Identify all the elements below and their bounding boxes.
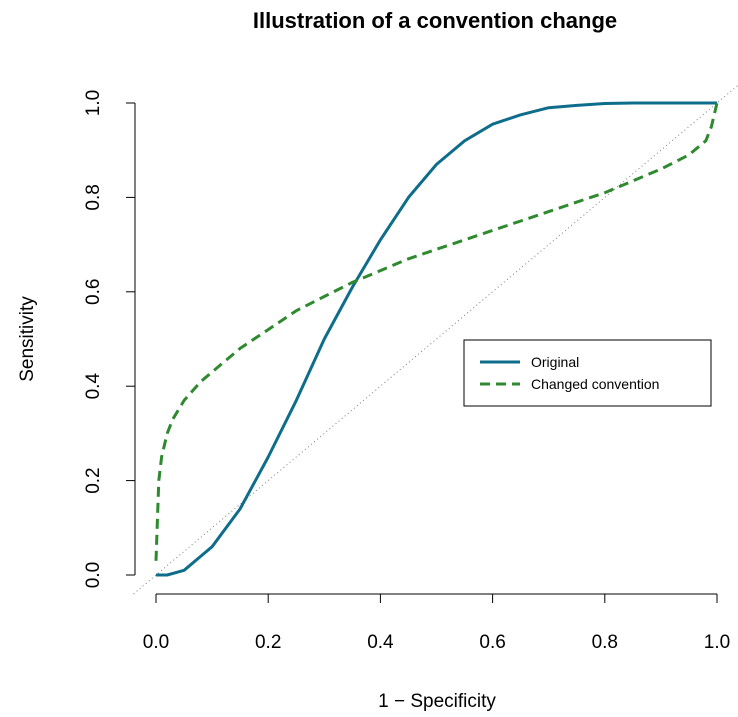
y-tick-label: 1.0 <box>83 90 104 116</box>
plot-lines <box>133 84 738 595</box>
x-tick-label: 0.6 <box>479 632 505 653</box>
x-tick-label: 0.0 <box>143 632 169 653</box>
y-tick-label: 0.2 <box>83 467 104 493</box>
y-axis-label: Sensitivity <box>17 296 38 382</box>
x-tick-label: 0.4 <box>367 632 394 653</box>
y-tick-label: 0.6 <box>83 279 104 305</box>
legend-box <box>463 339 712 407</box>
legend-label-original: Original <box>531 354 579 370</box>
x-tick-label: 1.0 <box>704 632 730 653</box>
x-tick-label: 0.2 <box>255 632 281 653</box>
y-tick-label: 0.8 <box>83 184 104 210</box>
legend-label-changed-convention: Changed convention <box>531 376 659 392</box>
x-axis-label: 1 − Specificity <box>378 691 496 712</box>
series-line-changed-convention <box>154 102 719 561</box>
y-axis: 0.0 0.2 0.4 0.6 0.8 1.0 <box>83 90 136 588</box>
x-axis: 0.0 0.2 0.4 0.6 0.8 1.0 <box>143 593 730 653</box>
y-tick-label: 0.0 <box>83 562 104 588</box>
series-line-original <box>156 101 717 577</box>
legend: Original Changed convention <box>463 339 712 407</box>
x-tick-label: 0.8 <box>592 632 618 653</box>
reference-diagonal-line <box>133 84 738 595</box>
y-tick-label: 0.4 <box>83 373 104 400</box>
chart-title: Illustration of a convention change <box>253 8 617 33</box>
